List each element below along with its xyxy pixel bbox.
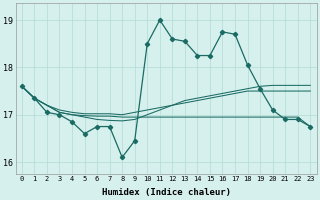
X-axis label: Humidex (Indice chaleur): Humidex (Indice chaleur)	[101, 188, 230, 197]
